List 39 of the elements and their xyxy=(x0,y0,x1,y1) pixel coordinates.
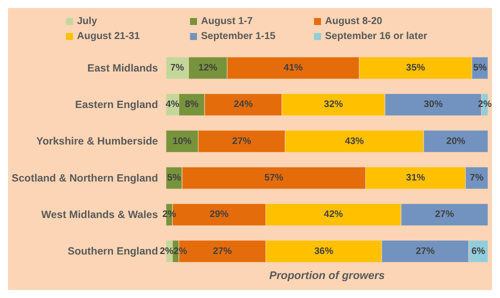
y-tick-label: Southern England xyxy=(68,246,158,258)
data-label: 29% xyxy=(210,209,230,220)
legend-label: September 1-15 xyxy=(201,31,276,42)
data-label: 27% xyxy=(435,209,455,220)
data-label: 6% xyxy=(471,246,486,257)
y-tick-label: Scotland & Northern England xyxy=(12,172,158,184)
data-label: 5% xyxy=(167,172,182,184)
data-label: 41% xyxy=(284,62,304,74)
legend-label: August 8-20 xyxy=(325,16,382,27)
data-label: 20% xyxy=(446,136,466,147)
data-label: 7% xyxy=(170,62,185,74)
data-label: 27% xyxy=(416,246,436,257)
data-label: 4% xyxy=(166,99,180,110)
data-label: 7% xyxy=(470,172,484,184)
data-label: 8% xyxy=(184,99,200,110)
data-label: 57% xyxy=(264,172,284,184)
data-label: 32% xyxy=(324,99,344,110)
data-label: 35% xyxy=(406,62,426,74)
x-axis-title: Proportion of growers xyxy=(268,270,386,282)
data-label: 31% xyxy=(406,172,426,184)
data-label: 43% xyxy=(344,136,364,147)
data-label: 27% xyxy=(212,246,232,257)
y-tick-label: Eastern England xyxy=(75,99,158,111)
data-label: 30% xyxy=(424,99,444,110)
y-tick-label: Yorkshire & Humberside xyxy=(36,136,158,148)
data-label: 5% xyxy=(473,62,488,74)
data-label: 2% xyxy=(162,209,177,220)
legend-label: August 1-7 xyxy=(201,16,253,27)
data-label: 12% xyxy=(198,62,218,74)
legend-label: August 21-31 xyxy=(77,31,140,42)
data-label: 42% xyxy=(324,209,344,220)
data-label: 36% xyxy=(314,246,334,257)
data-label: 27% xyxy=(232,136,252,147)
legend-label: July xyxy=(77,16,98,27)
data-label: 24% xyxy=(234,99,254,110)
legend-label: September 16 or later xyxy=(325,31,428,42)
y-tick-label: East Midlands xyxy=(87,62,158,74)
data-label: 10% xyxy=(172,136,192,147)
y-tick-label: West Midlands & Wales xyxy=(41,209,158,221)
